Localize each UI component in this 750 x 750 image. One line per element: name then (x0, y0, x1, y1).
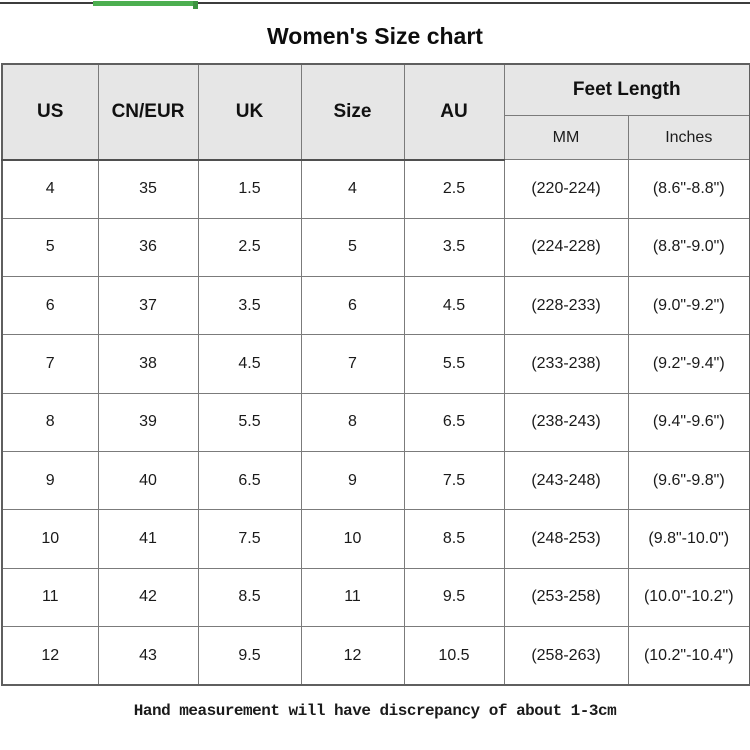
top-progress-handle (193, 1, 198, 9)
size-cell: 7 (300, 334, 405, 394)
table-row: 4 35 1.5 4 2.5 (220-224) (8.6"-8.8") (1, 159, 750, 219)
table-row: 8 39 5.5 8 6.5 (238-243) (9.4"-9.6") (1, 392, 750, 452)
size-cell: 11 (300, 567, 405, 627)
column-header-size: Size (300, 63, 405, 161)
column-header-au: AU (403, 63, 505, 161)
column-header-cn-eur: CN/EUR (97, 63, 199, 161)
size-cell: 10 (300, 509, 405, 569)
size-cell: (10.2"-10.4") (627, 625, 750, 686)
size-cell: (243-248) (503, 450, 629, 511)
size-cell: (9.2"-9.4") (627, 334, 750, 394)
size-cell: 38 (97, 334, 199, 394)
size-cell: (8.6"-8.8") (627, 159, 750, 219)
size-cell: (9.0"-9.2") (627, 276, 750, 336)
header-row: US CN/EUR UK Size AU Feet Length (1, 63, 750, 161)
size-cell: (233-238) (503, 334, 629, 394)
size-cell: 4.5 (197, 334, 302, 394)
size-cell: 9.5 (403, 567, 505, 627)
top-strip (0, 0, 750, 10)
size-cell: (220-224) (503, 159, 629, 219)
table-row: 10 41 7.5 10 8.5 (248-253) (9.8"-10.0") (1, 509, 750, 569)
size-cell: 6.5 (197, 450, 302, 511)
size-cell: 7.5 (403, 450, 505, 511)
size-cell: (9.4"-9.6") (627, 392, 750, 452)
size-cell: 5.5 (197, 392, 302, 452)
size-cell: 5 (300, 217, 405, 278)
size-cell: 36 (97, 217, 199, 278)
size-table: US CN/EUR UK Size AU Feet Length MM Inch… (1, 63, 750, 687)
size-cell: (9.6"-9.8") (627, 450, 750, 511)
table-row: 5 36 2.5 5 3.5 (224-228) (8.8"-9.0") (1, 217, 750, 278)
size-cell: 6 (300, 276, 405, 336)
size-cell: 8.5 (197, 567, 302, 627)
size-cell: 42 (97, 567, 199, 627)
size-cell: (228-233) (503, 276, 629, 336)
size-cell: 4 (1, 159, 99, 219)
size-cell: 9 (300, 450, 405, 511)
size-cell: 9.5 (197, 625, 302, 686)
size-cell: 8.5 (403, 509, 505, 569)
size-table-body: 4 35 1.5 4 2.5 (220-224) (8.6"-8.8") 5 36 2.5 5 3.5… (1, 159, 750, 686)
size-cell: 12 (1, 625, 99, 686)
table-row: 6 37 3.5 6 4.5 (228-233) (9.0"-9.2") (1, 276, 750, 336)
size-cell: (9.8"-10.0") (627, 509, 750, 569)
table-row: 11 42 8.5 11 9.5 (253-258) (10.0"-10.2") (1, 567, 750, 627)
table-row: 12 43 9.5 12 10.5 (258-263) (10.2"-10.4") (1, 625, 750, 686)
size-cell: 11 (1, 567, 99, 627)
size-cell: 3.5 (197, 276, 302, 336)
size-table-header: US CN/EUR UK Size AU Feet Length MM Inch… (1, 63, 750, 161)
size-cell: (10.0"-10.2") (627, 567, 750, 627)
size-cell: 10 (1, 509, 99, 569)
top-progress-bar (93, 1, 195, 6)
column-header-feet-length: Feet Length (503, 63, 750, 116)
sub-header-row: MM Inches (2, 115, 750, 160)
size-cell: 6 (1, 276, 99, 336)
size-cell: 5 (1, 217, 99, 278)
size-cell: (8.8"-9.0") (627, 217, 750, 278)
size-cell: 6.5 (403, 392, 505, 452)
size-cell: 3.5 (403, 217, 505, 278)
size-cell: 4 (300, 159, 405, 219)
column-header-us: US (1, 63, 99, 161)
size-cell: 8 (1, 392, 99, 452)
top-progress-track (0, 2, 750, 4)
size-cell: 37 (97, 276, 199, 336)
column-header-inches: Inches (627, 115, 750, 160)
size-cell: 5.5 (403, 334, 505, 394)
size-cell: 43 (97, 625, 199, 686)
size-cell: (253-258) (503, 567, 629, 627)
size-cell: 1.5 (197, 159, 302, 219)
size-cell: (238-243) (503, 392, 629, 452)
size-cell: 41 (97, 509, 199, 569)
size-cell: 2.5 (403, 159, 505, 219)
size-cell: 35 (97, 159, 199, 219)
size-cell: (248-253) (503, 509, 629, 569)
size-cell: 12 (300, 625, 405, 686)
size-cell: (224-228) (503, 217, 629, 278)
table-row: 9 40 6.5 9 7.5 (243-248) (9.6"-9.8") (1, 450, 750, 511)
footnote: Hand measurement will have discrepancy o… (133, 702, 617, 721)
page-title: Women's Size chart (267, 23, 483, 49)
size-cell: 40 (97, 450, 199, 511)
size-cell: 4.5 (403, 276, 505, 336)
size-cell: 39 (97, 392, 199, 452)
column-header-uk: UK (197, 63, 302, 161)
size-cell: 10.5 (403, 625, 505, 686)
size-cell: 8 (300, 392, 405, 452)
column-header-mm: MM (503, 115, 629, 160)
table-row: 7 38 4.5 7 5.5 (233-238) (9.2"-9.4") (1, 334, 750, 394)
size-cell: 9 (1, 450, 99, 511)
size-cell: 7.5 (197, 509, 302, 569)
size-cell: 7 (1, 334, 99, 394)
size-cell: (258-263) (503, 625, 629, 686)
size-cell: 2.5 (197, 217, 302, 278)
